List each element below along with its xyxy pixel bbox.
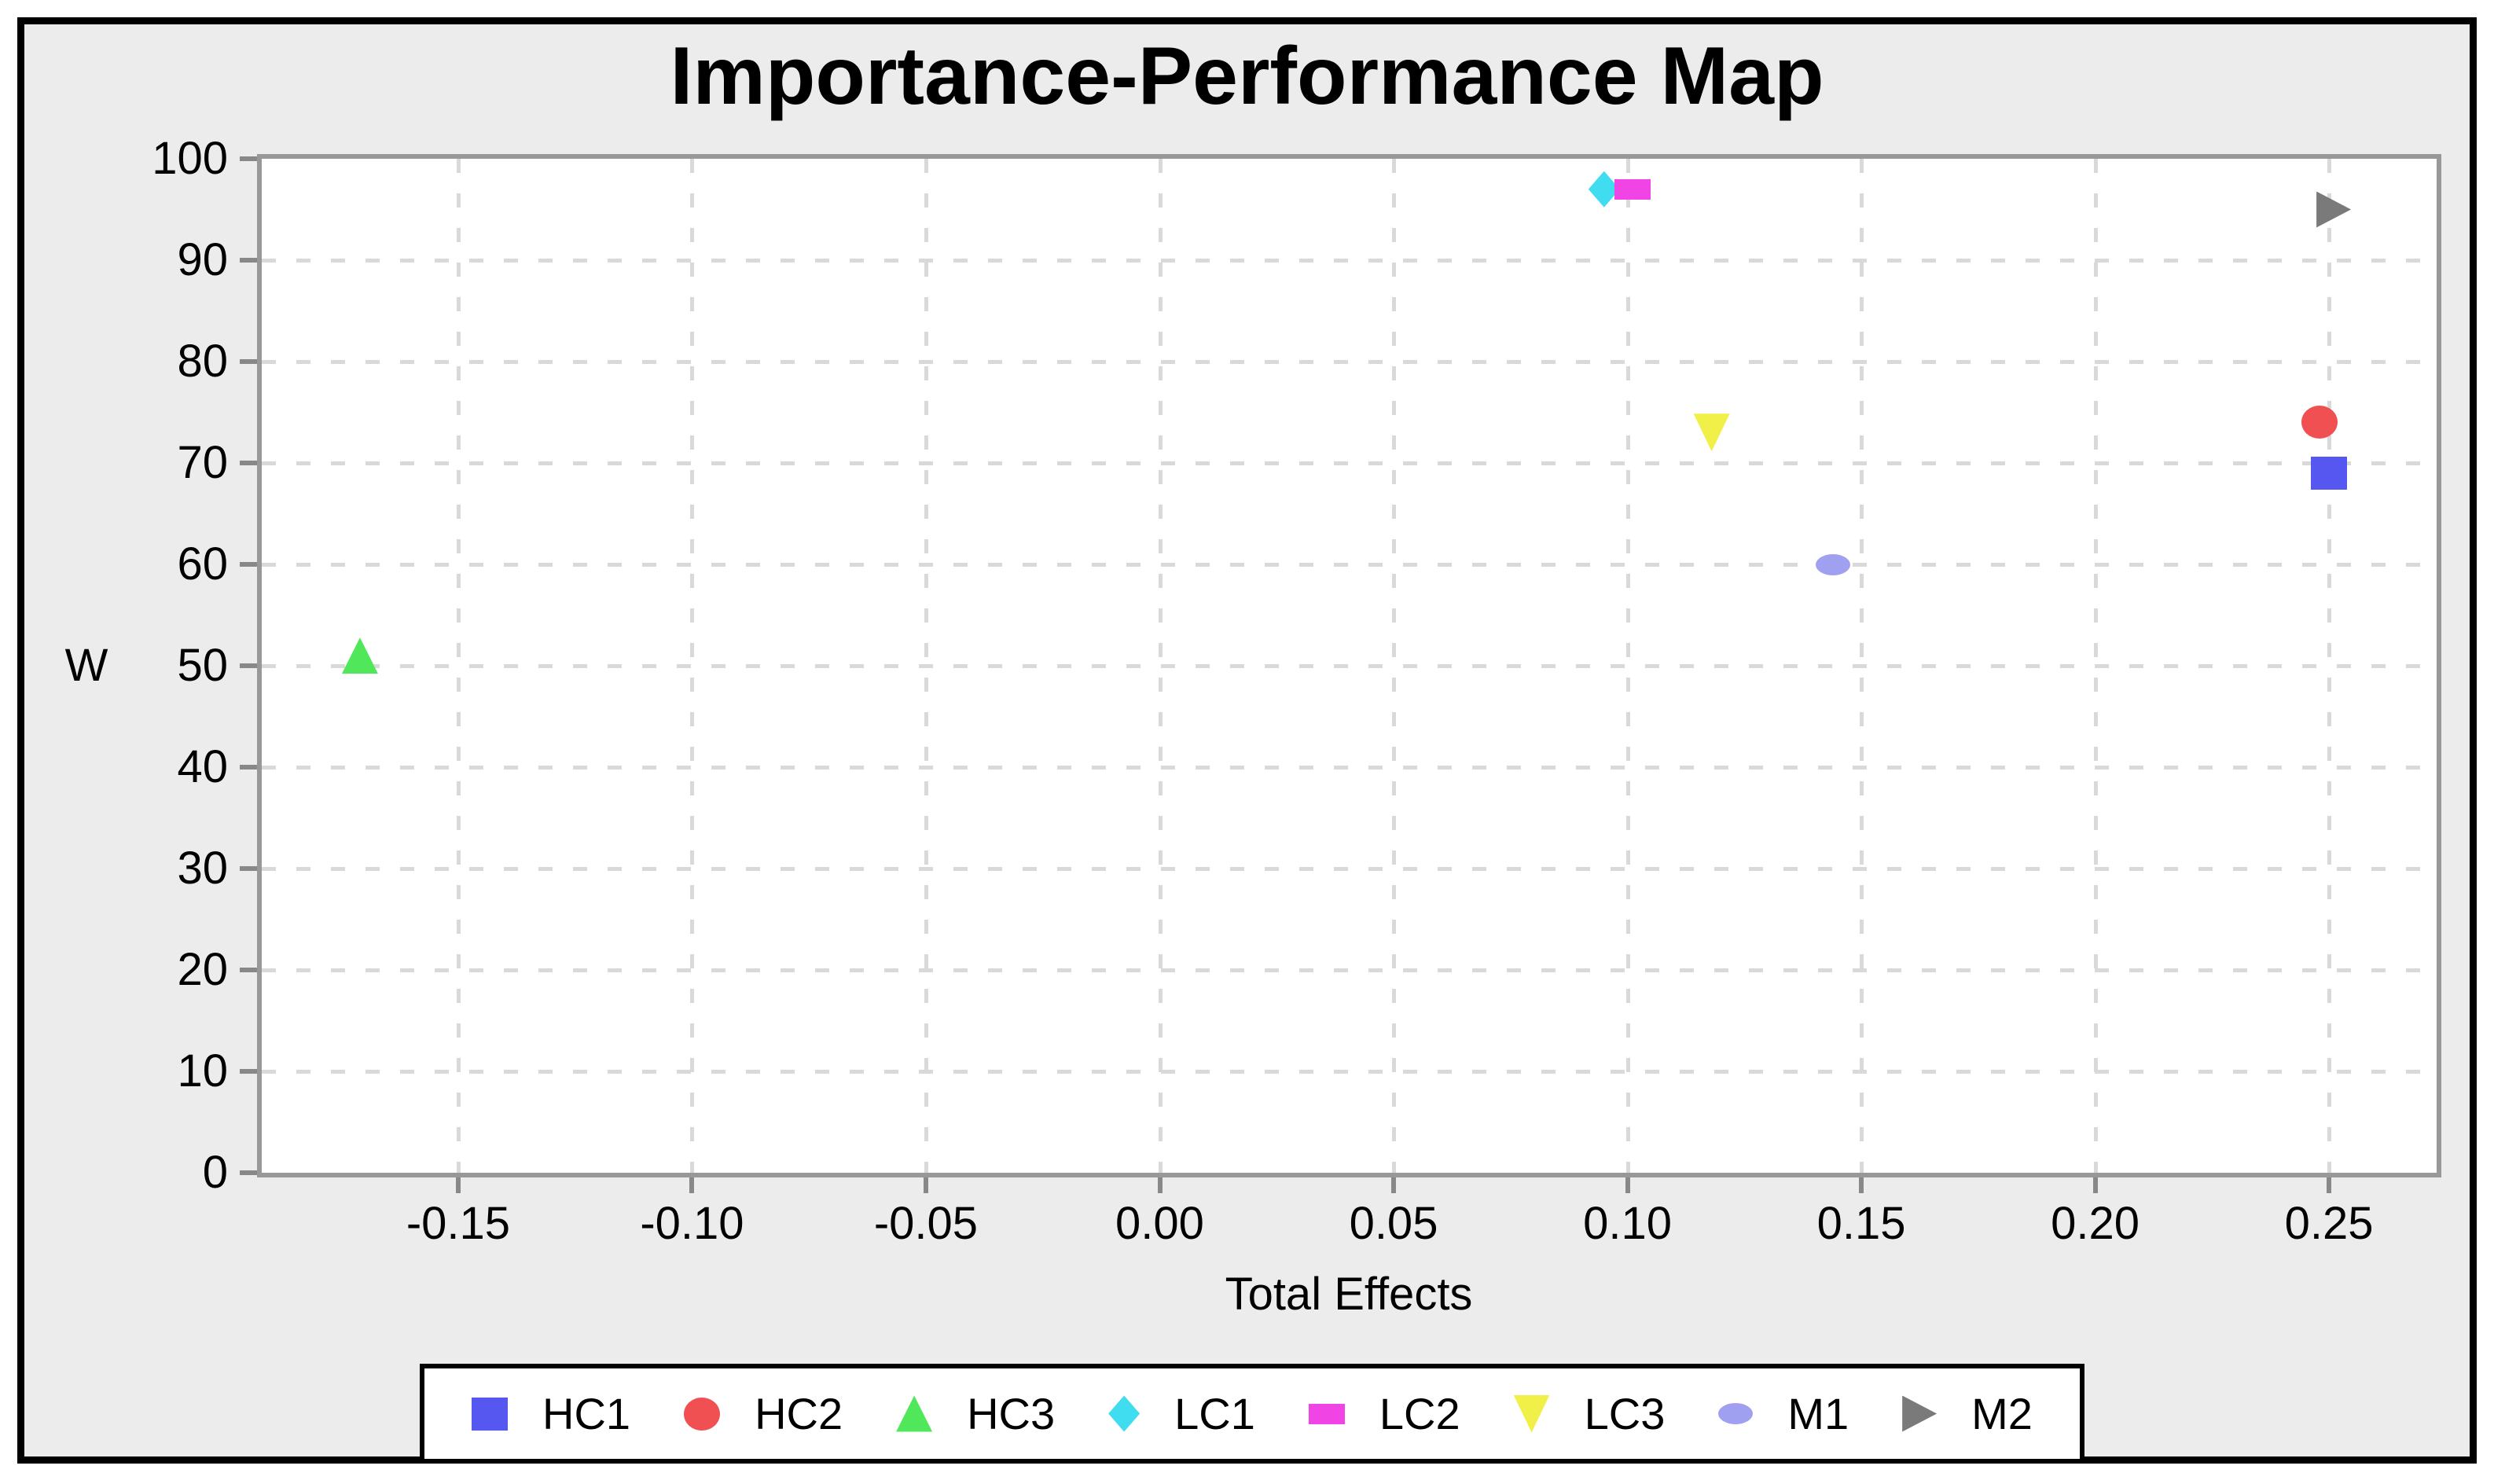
y-tick-100 [240, 156, 257, 161]
gridline-y-60 [262, 563, 2437, 567]
y-tick-80 [240, 359, 257, 364]
y-tick-label-0: 0 [202, 1147, 228, 1198]
data-point-M2 [2316, 191, 2352, 228]
x-tick-0.20 [2092, 1177, 2098, 1193]
legend-item-HC1: HC1 [472, 1390, 630, 1438]
legend-marker-LC2-icon [1308, 1403, 1345, 1424]
y-tick-label-90: 90 [177, 234, 228, 285]
legend-label-HC1: HC1 [542, 1388, 631, 1438]
legend-marker-M1-icon [1718, 1403, 1754, 1424]
legend-marker-HC1-icon [472, 1397, 509, 1431]
y-tick-label-50: 50 [177, 640, 228, 691]
legend-item-LC3: LC3 [1513, 1388, 1666, 1438]
legend-label-LC1: LC1 [1174, 1388, 1255, 1438]
x-tick--0.15 [455, 1177, 461, 1193]
legend-marker-HC3-icon [896, 1395, 933, 1432]
gridline-y-70 [262, 461, 2437, 465]
data-point-HC3 [341, 637, 378, 674]
legend-item-HC2: HC2 [684, 1390, 843, 1438]
y-tick-90 [240, 258, 257, 263]
legend-item-HC3: HC3 [896, 1390, 1055, 1438]
gridline-y-40 [262, 766, 2437, 770]
legend-label-LC2: LC2 [1379, 1388, 1460, 1438]
legend-marker-HC2-icon [684, 1397, 721, 1431]
x-tick--0.05 [923, 1177, 928, 1193]
y-tick-label-100: 100 [152, 133, 228, 184]
data-point-HC2 [2301, 406, 2338, 439]
data-point-HC1 [2311, 456, 2348, 490]
x-tick-0.25 [2327, 1177, 2332, 1193]
gridline-y-80 [262, 360, 2437, 364]
x-tick-0.05 [1391, 1177, 1397, 1193]
legend-label-HC2: HC2 [755, 1388, 843, 1438]
x-tick-label--0.05: -0.05 [873, 1198, 979, 1249]
legend-item-M1: M1 [1718, 1390, 1849, 1438]
y-tick-40 [240, 765, 257, 770]
gridline-y-20 [262, 968, 2437, 972]
y-tick-20 [240, 968, 257, 972]
gridline-y-50 [262, 664, 2437, 668]
gridline-y-90 [262, 259, 2437, 263]
x-tick-label-0.00: 0.00 [1115, 1198, 1204, 1249]
x-tick-0.00 [1157, 1177, 1163, 1193]
legend-item-LC2: LC2 [1308, 1388, 1460, 1438]
legend: HC1 HC2 HC3 LC1 LC2 LC3 M1 M2 [420, 1364, 2084, 1464]
y-tick-60 [240, 562, 257, 567]
y-tick-label-80: 80 [177, 336, 228, 387]
data-point-LC3 [1693, 413, 1730, 452]
data-point-LC2 [1614, 178, 1651, 200]
legend-label-M1: M1 [1787, 1388, 1849, 1438]
gridline-y-30 [262, 867, 2437, 871]
x-tick--0.10 [689, 1177, 695, 1193]
y-tick-label-10: 10 [177, 1045, 228, 1096]
legend-label-HC3: HC3 [967, 1388, 1056, 1438]
legend-item-M2: M2 [1902, 1390, 2033, 1438]
y-axis-title: W [64, 640, 108, 691]
legend-item-LC1: LC1 [1108, 1390, 1255, 1438]
x-tick-label-0.05: 0.05 [1349, 1198, 1438, 1249]
legend-marker-M2-icon [1902, 1395, 1938, 1432]
x-tick-label--0.15: -0.15 [406, 1198, 511, 1249]
y-tick-label-60: 60 [177, 538, 228, 590]
plot-area [262, 159, 2437, 1173]
y-tick-label-30: 30 [177, 843, 228, 894]
x-tick-label-0.15: 0.15 [1816, 1198, 1906, 1249]
y-tick-label-70: 70 [177, 437, 228, 488]
legend-marker-LC1-icon [1108, 1395, 1140, 1432]
y-tick-70 [240, 461, 257, 465]
y-tick-10 [240, 1069, 257, 1074]
legend-label-M2: M2 [1971, 1388, 2033, 1438]
x-tick-label-0.10: 0.10 [1583, 1198, 1672, 1249]
x-tick-label-0.25: 0.25 [2284, 1198, 2374, 1249]
y-tick-label-40: 40 [177, 741, 228, 792]
chart-title: Importance-Performance Map [670, 31, 1824, 122]
gridline-y-10 [262, 1070, 2437, 1074]
x-tick-0.15 [1859, 1177, 1864, 1193]
x-tick-label-0.20: 0.20 [2051, 1198, 2140, 1249]
legend-marker-LC3-icon [1513, 1394, 1550, 1433]
legend-label-LC3: LC3 [1584, 1388, 1666, 1438]
y-tick-30 [240, 866, 257, 871]
y-tick-label-20: 20 [177, 944, 228, 995]
y-tick-0 [240, 1170, 257, 1175]
x-axis-title: Total Effects [1225, 1269, 1473, 1320]
x-tick-label--0.10: -0.10 [640, 1198, 744, 1249]
y-tick-50 [240, 663, 257, 668]
data-point-M1 [1816, 553, 1851, 575]
x-tick-0.10 [1625, 1177, 1630, 1193]
